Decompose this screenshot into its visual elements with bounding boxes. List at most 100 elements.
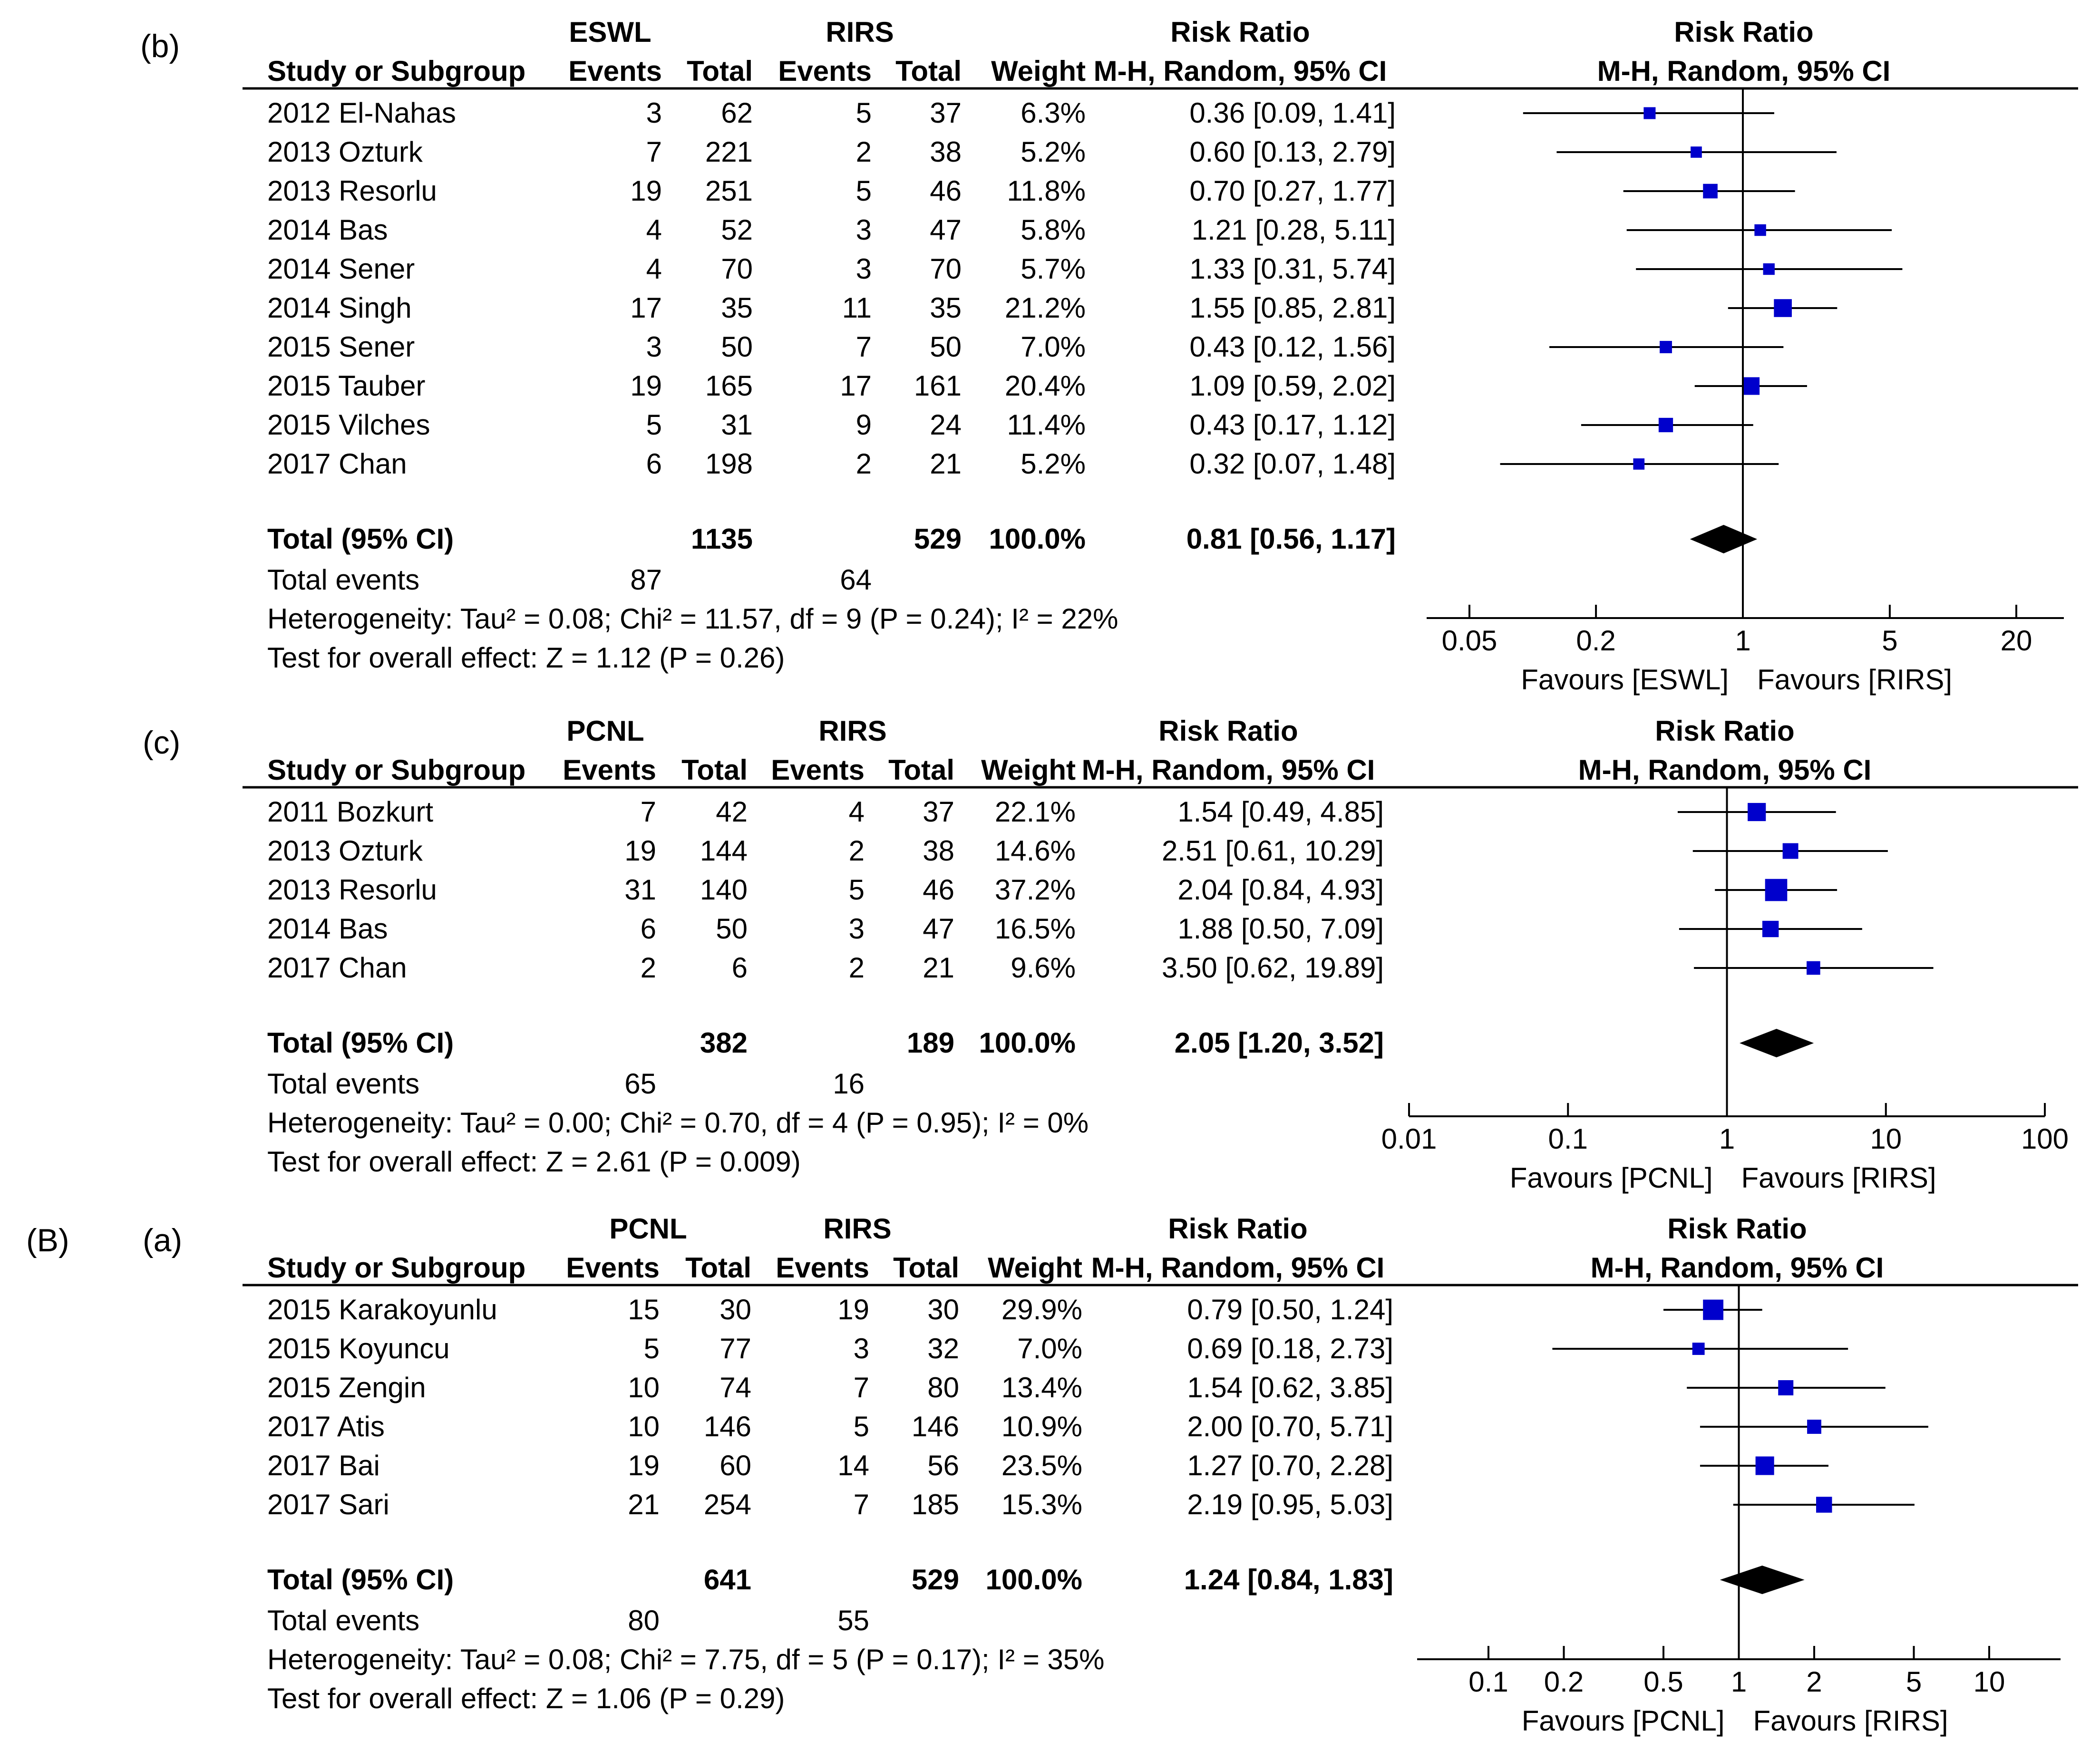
total-label: Total (95% CI) [267, 523, 454, 555]
study-row: 2013 Ozturk 19 144 2 38 14.6% 2.51 [0.61, 10.2… [267, 835, 1888, 867]
group2-events: 3 [856, 253, 872, 285]
group2-total: 24 [930, 409, 962, 441]
group2-total: 35 [930, 292, 962, 324]
weight-header: Weight [981, 754, 1076, 786]
group2-events: 5 [849, 874, 865, 906]
group1-total: 50 [716, 913, 748, 945]
group1-events: 21 [628, 1489, 660, 1520]
effect-marker [1807, 961, 1820, 975]
study-ci-text: 0.69 [0.18, 2.73] [1187, 1333, 1393, 1364]
study-weight: 14.6% [995, 835, 1076, 867]
group1-events: 6 [646, 448, 662, 480]
group2-events: 14 [837, 1450, 869, 1481]
study-weight: 11.4% [1007, 409, 1086, 441]
study-row: 2014 Sener 4 70 3 70 5.7% 1.33 [0.31, 5.74] [267, 253, 1903, 285]
study-row: 2015 Vilches 5 31 9 24 11.4% 0.43 [0.17, 1.12] [267, 409, 1753, 441]
group1-total: 146 [704, 1411, 751, 1442]
total-group1: 382 [700, 1027, 748, 1059]
study-weight: 5.7% [1021, 253, 1086, 285]
risk-ratio-title: Risk Ratio [1168, 1213, 1307, 1245]
study-ci-text: 2.04 [0.84, 4.93] [1177, 874, 1384, 906]
group1-total: 77 [719, 1333, 751, 1364]
group1-events: 7 [646, 136, 662, 168]
group2-header: RIRS [818, 715, 886, 747]
x-tick-label: 0.1 [1468, 1666, 1508, 1698]
group1-total: 31 [721, 409, 753, 441]
total-events-group1: 87 [630, 564, 662, 596]
forest-panel-b: ESWL RIRS Risk Ratio Risk Ratio Study or Sub… [243, 16, 2078, 696]
study-row: 2015 Karakoyunlu 15 30 19 30 29.9% 0.79 [0.50,… [267, 1294, 1762, 1325]
method-plot-header: M-H, Random, 95% CI [1578, 754, 1872, 786]
group2-events: 7 [856, 331, 872, 363]
weight-header: Weight [991, 55, 1086, 87]
x-tick-label: 10 [1870, 1123, 1902, 1155]
study-ci-text: 1.09 [0.59, 2.02] [1189, 370, 1396, 402]
group2-events: 11 [842, 292, 872, 324]
risk-ratio-plot-title: Risk Ratio [1674, 16, 1813, 48]
group2-total: 50 [930, 331, 962, 363]
study-name: 2017 Chan [267, 448, 407, 480]
study-ci-text: 1.54 [0.49, 4.85] [1177, 796, 1384, 828]
favours-left-label: Favours [PCNL] [1510, 1162, 1713, 1194]
group2-total: 37 [923, 796, 954, 828]
group1-header: PCNL [609, 1213, 687, 1245]
total-weight: 100.0% [989, 523, 1086, 555]
study-name: 2017 Sari [267, 1489, 389, 1520]
overall-effect-text: Test for overall effect: Z = 1.12 (P = 0… [267, 642, 785, 674]
group2-total: 21 [930, 448, 962, 480]
group1-total: 144 [700, 835, 748, 867]
group2-events: 4 [849, 796, 865, 828]
total-header-1: Total [687, 55, 753, 87]
study-row: 2015 Tauber 19 165 17 161 20.4% 1.09 [0.59, 2.… [267, 370, 1807, 402]
study-name: 2014 Bas [267, 913, 388, 945]
heterogeneity-text: Heterogeneity: Tau² = 0.08; Chi² = 11.57… [267, 603, 1118, 635]
group1-total: 50 [721, 331, 753, 363]
method-plot-header: M-H, Random, 95% CI [1591, 1252, 1884, 1284]
group1-total: 35 [721, 292, 753, 324]
total-label: Total (95% CI) [267, 1027, 454, 1059]
group2-events: 2 [849, 835, 865, 867]
effect-marker [1782, 843, 1799, 859]
total-header-2: Total [888, 754, 954, 786]
group1-total: 6 [732, 952, 748, 984]
x-tick-label: 0.01 [1381, 1123, 1437, 1155]
x-tick-label: 0.1 [1548, 1123, 1588, 1155]
study-ci-text: 3.50 [0.62, 19.89] [1162, 952, 1384, 984]
x-tick-label: 2 [1806, 1666, 1822, 1698]
study-name: 2017 Bai [267, 1450, 380, 1481]
total-group1: 641 [704, 1564, 751, 1596]
group2-events: 19 [837, 1294, 869, 1325]
study-row: 2015 Zengin 10 74 7 80 13.4% 1.54 [0.62, 3.85] [267, 1372, 1886, 1403]
x-tick-label: 5 [1882, 625, 1897, 657]
group2-events: 5 [856, 97, 872, 129]
group2-total: 37 [930, 97, 962, 129]
study-header: Study or Subgroup [267, 754, 525, 786]
study-name: 2015 Tauber [267, 370, 426, 402]
group1-events: 17 [630, 292, 662, 324]
group1-total: 30 [719, 1294, 751, 1325]
total-group2: 529 [912, 1564, 959, 1596]
summary-diamond [1720, 1566, 1805, 1594]
total-header-1: Total [685, 1252, 751, 1284]
total-label: Total (95% CI) [267, 1564, 454, 1596]
group2-total: 46 [923, 874, 954, 906]
effect-marker [1703, 184, 1718, 199]
study-weight: 11.8% [1007, 175, 1086, 207]
effect-marker [1691, 146, 1702, 158]
total-events-label: Total events [267, 1068, 419, 1100]
group2-events: 17 [840, 370, 872, 402]
group2-header: RIRS [823, 1213, 891, 1245]
study-weight: 23.5% [1001, 1450, 1082, 1481]
effect-marker [1778, 1380, 1794, 1395]
study-ci-text: 2.51 [0.61, 10.29] [1162, 835, 1384, 867]
group1-events: 19 [630, 370, 662, 402]
study-row: 2017 Chan 2 6 2 21 9.6% 3.50 [0.62, 19.89] [267, 952, 1934, 984]
group2-events: 7 [854, 1489, 869, 1520]
study-name: 2013 Ozturk [267, 136, 423, 168]
events-header-2: Events [771, 754, 865, 786]
group1-total: 62 [721, 97, 753, 129]
total-weight: 100.0% [979, 1027, 1076, 1059]
group1-events: 5 [646, 409, 662, 441]
total-header-2: Total [893, 1252, 959, 1284]
